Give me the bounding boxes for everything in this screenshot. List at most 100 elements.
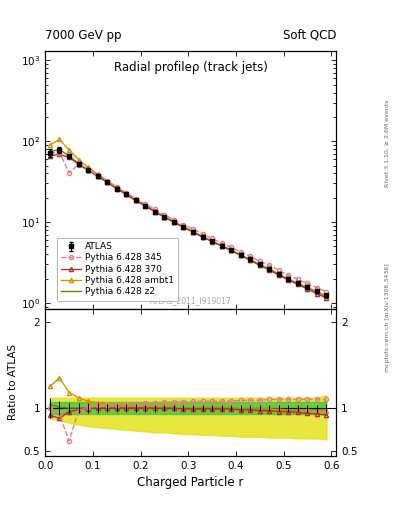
Pythia 6.428 345 (200, 231, 205, 237)
Pythia 6.428 z2 (286, 276, 291, 282)
Pythia 6.428 z2 (257, 262, 262, 268)
Pythia 6.428 z2 (105, 179, 110, 185)
Pythia 6.428 345 (105, 178, 110, 184)
Pythia 6.428 370 (124, 191, 129, 198)
Pythia 6.428 z2 (114, 185, 119, 191)
Pythia 6.428 345 (133, 196, 138, 202)
Pythia 6.428 345 (324, 289, 329, 295)
Pythia 6.428 345 (219, 240, 224, 246)
Pythia 6.428 370 (314, 290, 319, 296)
Pythia 6.428 345 (267, 262, 272, 268)
Pythia 6.428 z2 (76, 160, 81, 166)
Pythia 6.428 345 (86, 166, 90, 173)
Pythia 6.428 370 (105, 179, 110, 185)
Pythia 6.428 345 (114, 184, 119, 190)
Pythia 6.428 345 (238, 248, 243, 254)
Pythia 6.428 z2 (200, 233, 205, 240)
Pythia 6.428 ambt1 (324, 293, 329, 299)
Pythia 6.428 ambt1 (143, 202, 148, 208)
Pythia 6.428 ambt1 (238, 252, 243, 258)
Pythia 6.428 345 (143, 201, 148, 207)
Pythia 6.428 370 (48, 153, 52, 159)
Text: ATLAS_2011_I919017: ATLAS_2011_I919017 (150, 296, 231, 305)
Pythia 6.428 345 (181, 222, 186, 228)
Pythia 6.428 370 (200, 234, 205, 240)
Pythia 6.428 z2 (248, 257, 253, 263)
Pythia 6.428 z2 (86, 167, 90, 173)
Pythia 6.428 ambt1 (67, 147, 72, 153)
Pythia 6.428 ambt1 (133, 197, 138, 203)
Pythia 6.428 ambt1 (95, 171, 100, 177)
Pythia 6.428 z2 (124, 191, 129, 198)
Pythia 6.428 ambt1 (219, 243, 224, 249)
Pythia 6.428 345 (162, 211, 167, 218)
Pythia 6.428 370 (210, 239, 215, 245)
Pythia 6.428 345 (314, 285, 319, 291)
Pythia 6.428 370 (324, 295, 329, 301)
Pythia 6.428 z2 (191, 229, 195, 235)
Pythia 6.428 345 (76, 161, 81, 167)
Pythia 6.428 z2 (57, 146, 62, 153)
Text: mcplots.cern.ch [arXiv:1306.3436]: mcplots.cern.ch [arXiv:1306.3436] (385, 263, 389, 372)
Pythia 6.428 ambt1 (286, 276, 291, 282)
Pythia 6.428 370 (191, 229, 195, 235)
Pythia 6.428 370 (86, 167, 90, 174)
Pythia 6.428 345 (257, 258, 262, 264)
Pythia 6.428 370 (152, 208, 157, 215)
Pythia 6.428 ambt1 (181, 224, 186, 230)
Pythia 6.428 345 (48, 150, 52, 156)
Pythia 6.428 345 (57, 150, 62, 156)
Pythia 6.428 345 (124, 189, 129, 196)
Pythia 6.428 370 (248, 257, 253, 263)
Pythia 6.428 370 (305, 286, 310, 292)
Pythia 6.428 ambt1 (124, 190, 129, 197)
Pythia 6.428 z2 (219, 243, 224, 249)
Pythia 6.428 345 (305, 281, 310, 287)
Pythia 6.428 ambt1 (276, 271, 281, 278)
Pythia 6.428 370 (257, 262, 262, 268)
Pythia 6.428 z2 (324, 293, 329, 299)
Pythia 6.428 ambt1 (314, 289, 319, 295)
Line: Pythia 6.428 345: Pythia 6.428 345 (48, 151, 329, 294)
Pythia 6.428 z2 (238, 252, 243, 258)
Pythia 6.428 370 (133, 198, 138, 204)
Pythia 6.428 ambt1 (48, 142, 52, 148)
Pythia 6.428 ambt1 (257, 262, 262, 268)
Pythia 6.428 370 (238, 252, 243, 259)
Pythia 6.428 z2 (181, 224, 186, 230)
Legend: ATLAS, Pythia 6.428 345, Pythia 6.428 370, Pythia 6.428 ambt1, Pythia 6.428 z2: ATLAS, Pythia 6.428 345, Pythia 6.428 37… (57, 238, 178, 301)
Pythia 6.428 370 (276, 272, 281, 278)
Pythia 6.428 370 (296, 282, 300, 288)
Pythia 6.428 ambt1 (86, 164, 90, 170)
Pythia 6.428 345 (191, 226, 195, 232)
Pythia 6.428 345 (296, 276, 300, 283)
Pythia 6.428 370 (143, 203, 148, 209)
Pythia 6.428 370 (95, 173, 100, 179)
Pythia 6.428 370 (286, 277, 291, 283)
Pythia 6.428 z2 (229, 247, 233, 253)
Line: Pythia 6.428 370: Pythia 6.428 370 (48, 153, 329, 300)
Pythia 6.428 345 (152, 206, 157, 212)
Pythia 6.428 370 (181, 224, 186, 230)
Pythia 6.428 370 (57, 152, 62, 158)
Pythia 6.428 370 (219, 243, 224, 249)
Pythia 6.428 ambt1 (305, 285, 310, 291)
Pythia 6.428 345 (67, 169, 72, 176)
Pythia 6.428 ambt1 (162, 214, 167, 220)
Pythia 6.428 z2 (162, 214, 167, 220)
Pythia 6.428 z2 (267, 266, 272, 272)
Pythia 6.428 z2 (143, 203, 148, 209)
Pythia 6.428 z2 (314, 289, 319, 295)
Pythia 6.428 ambt1 (172, 219, 176, 225)
Pythia 6.428 ambt1 (229, 247, 233, 253)
Pythia 6.428 ambt1 (267, 266, 272, 272)
Pythia 6.428 z2 (67, 153, 72, 159)
Pythia 6.428 ambt1 (76, 157, 81, 163)
Pythia 6.428 ambt1 (105, 178, 110, 184)
Pythia 6.428 345 (276, 267, 281, 273)
Pythia 6.428 ambt1 (210, 238, 215, 244)
Pythia 6.428 z2 (296, 280, 300, 286)
Pythia 6.428 ambt1 (200, 233, 205, 240)
Text: Soft QCD: Soft QCD (283, 29, 336, 42)
Pythia 6.428 z2 (48, 148, 52, 155)
